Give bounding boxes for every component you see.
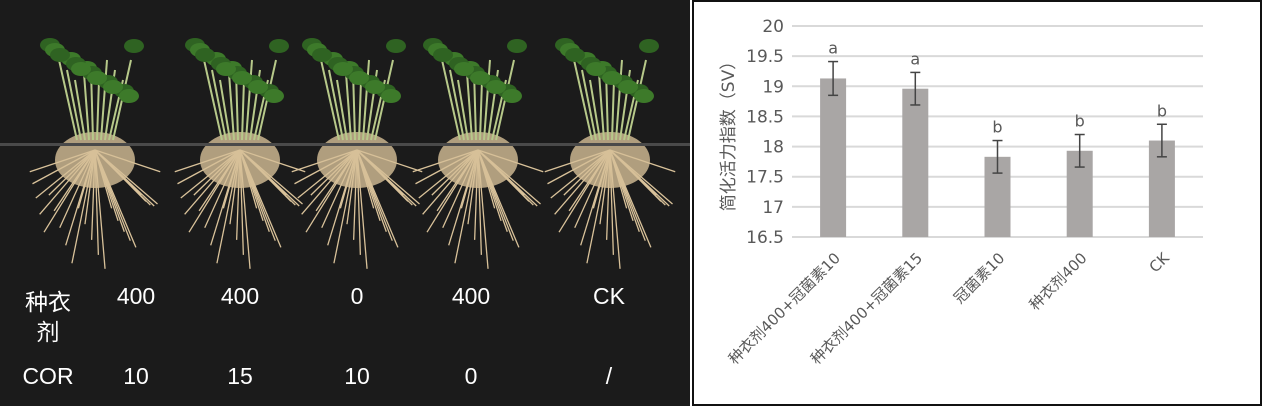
leaf [386,39,406,53]
y-tick-label: 19 [762,77,784,97]
stem [100,59,108,141]
significance-label: b [992,118,1002,137]
y-tick-label: 18.5 [746,107,784,127]
stem [611,79,615,141]
stem [589,79,601,141]
stem [211,69,227,141]
stem [479,79,483,141]
stem [320,59,340,141]
bar [820,78,847,237]
leaf [124,39,144,53]
y-axis-label: 简化活力指数（SV） [719,53,739,211]
leaf [216,62,236,76]
leaf [248,80,268,94]
root-mass [438,132,518,188]
leaf [618,80,638,94]
y-tick-label: 17.5 [746,168,784,188]
stem [219,79,231,141]
stem [336,79,348,141]
row2-value: 15 [227,363,253,389]
leaf [565,48,585,62]
stem [615,59,623,141]
root-mass [200,132,280,188]
photo-divider-line [0,143,690,146]
stem [74,79,86,141]
leaf [433,48,453,62]
row2-value: 0 [464,363,478,389]
significance-label: a [910,49,920,68]
stem [245,59,253,141]
significance-label: b [1075,112,1085,131]
stem [441,59,461,141]
stem [328,69,344,141]
leaf [269,39,289,53]
leaf [486,80,506,94]
row1-label-line2: 剂 [36,319,60,345]
root-mass [55,132,135,188]
row1-value: CK [593,283,625,309]
stem [66,69,82,141]
root-mass [317,132,397,188]
bar-chart-panel: 简化活力指数（SV） 16.5 17 17.5 18 18.5 19 19.5 20 a 种衣剂4… [692,0,1262,406]
y-tick-label: 19.5 [746,47,784,67]
stem [362,59,370,141]
row1-value: 400 [451,283,491,309]
stem [449,69,465,141]
leaf [634,89,654,103]
leaf [103,80,123,94]
stem [573,59,593,141]
x-tick-label: CK [1146,248,1174,276]
significance-label: b [1157,101,1167,120]
leaf [87,71,107,85]
row1-label-line1: 种衣 [25,289,71,315]
leaf [502,89,522,103]
leaf [264,89,284,103]
leaf [507,39,527,53]
leaf [119,89,139,103]
leaf [586,62,606,76]
leaf [232,71,252,85]
seedlings-image [29,38,676,269]
leaf [349,71,369,85]
leaf [470,71,490,85]
row2-value: 10 [123,363,149,389]
stem [457,79,469,141]
stem [483,59,491,141]
root-mass [570,132,650,188]
leaf [312,48,332,62]
stem [358,79,362,141]
stem [241,79,245,141]
seedling-photo: 种衣 剂 COR 400 400 0 400 CK 10 15 10 0 / [0,0,690,406]
x-tick-label: 冠菌素10 [950,249,1008,307]
leaf [381,89,401,103]
stem [58,59,78,141]
stem [581,69,597,141]
significance-label: a [828,39,838,58]
y-tick-label: 18 [762,138,784,158]
leaf [639,39,659,53]
bar-chart: 简化活力指数（SV） 16.5 17 17.5 18 18.5 19 19.5 20 a 种衣剂4… [719,17,1203,368]
leaf [333,62,353,76]
row2-label: COR [22,363,74,389]
leaf [50,48,70,62]
row2-value: / [605,363,613,389]
y-tick-label: 16.5 [746,228,784,248]
leaf [195,48,215,62]
stem [96,79,100,141]
row1-value: 400 [220,283,260,309]
bar [902,88,929,237]
row1-value: 0 [350,283,364,309]
y-tick-label: 17 [762,198,784,218]
row2-value: 10 [344,363,370,389]
leaf [602,71,622,85]
leaf [365,80,385,94]
x-tick-label: 种衣剂400 [1026,249,1091,314]
stem [203,59,223,141]
row1-value: 400 [116,283,156,309]
leaf [454,62,474,76]
leaf [71,62,91,76]
y-tick-label: 20 [762,17,784,37]
